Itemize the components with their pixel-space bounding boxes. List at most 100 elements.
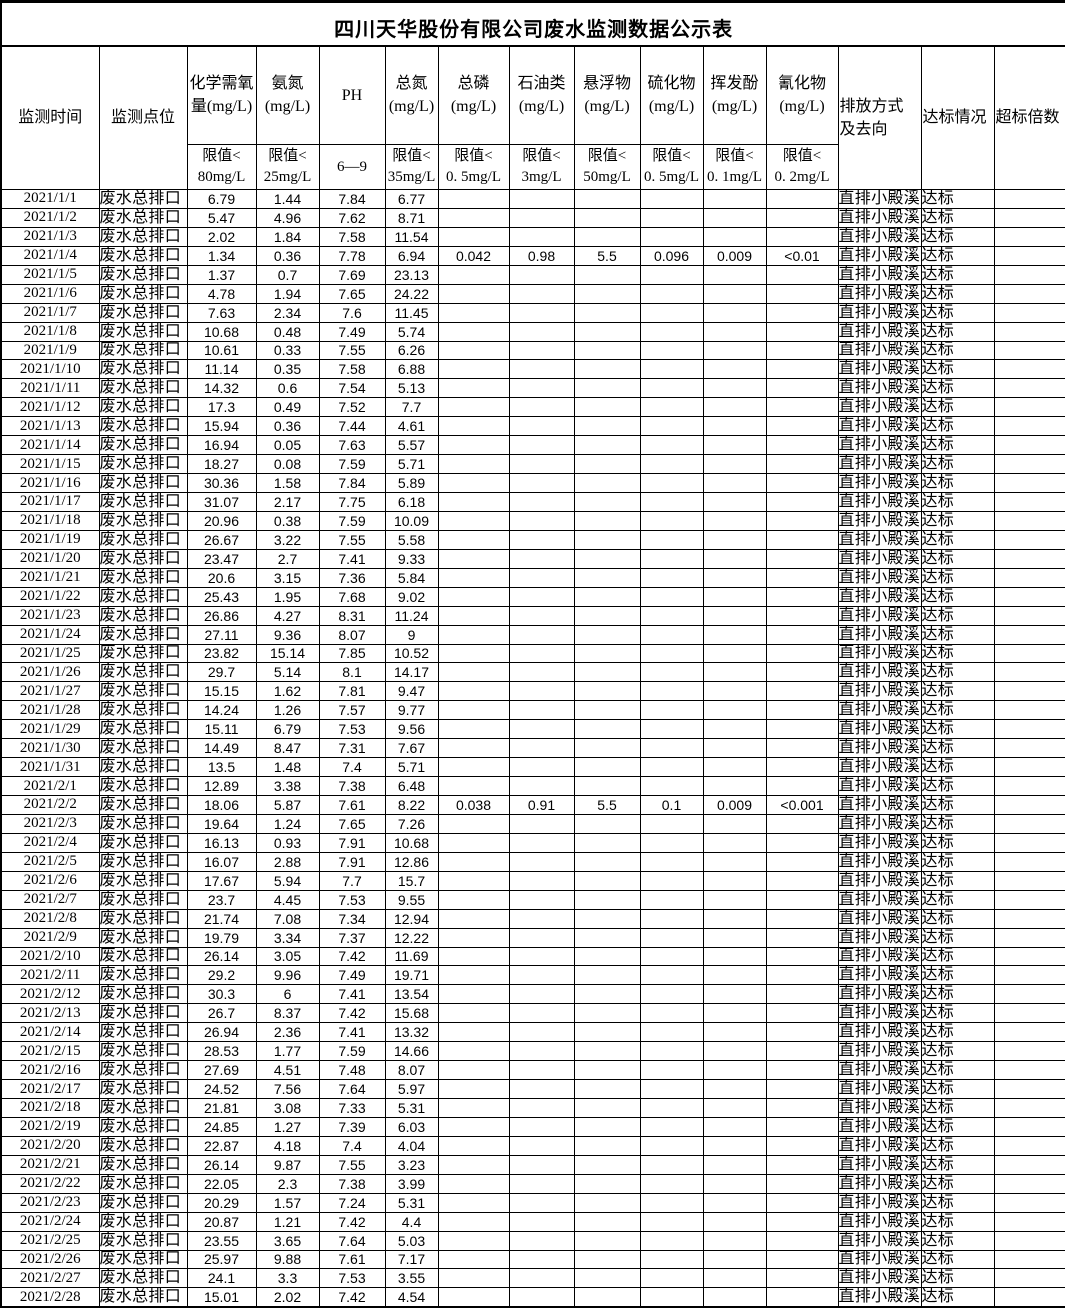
sulfide-value-cell bbox=[639, 586, 704, 607]
table-row: 2021/2/8 废水总排口 21.74 7.08 7.34 12.94 直排小殿溪 达标 bbox=[0, 908, 1065, 929]
total-nitrogen-value-cell: 6.03 bbox=[384, 1116, 439, 1137]
table-row: 2021/2/6 废水总排口 17.67 5.94 7.7 15.7 直排小殿溪 达标 bbox=[0, 870, 1065, 891]
petroleum-value-cell bbox=[508, 927, 575, 948]
suspended-solids-value-cell bbox=[573, 1135, 641, 1156]
compliance-status-cell: 达标 bbox=[920, 757, 995, 778]
table-row: 2021/1/25 废水总排口 23.82 15.14 7.85 10.52 直排小殿溪 达标 bbox=[0, 643, 1065, 664]
exceed-multiple-cell bbox=[993, 795, 1065, 815]
ammonia-value-cell: 0.38 bbox=[255, 510, 320, 531]
monitor-date-cell: 2021/1/19 bbox=[0, 529, 100, 550]
discharge-mode-cell: 直排小殿溪 bbox=[837, 700, 922, 721]
volatile-phenol-value-cell bbox=[702, 1230, 767, 1251]
ammonia-value-cell: 3.34 bbox=[255, 927, 320, 948]
exceed-multiple-cell bbox=[993, 492, 1065, 512]
ammonia-value-cell: 6 bbox=[255, 984, 320, 1005]
total-nitrogen-value-cell: 11.45 bbox=[384, 302, 439, 323]
table-row: 2021/1/26 废水总排口 29.7 5.14 8.1 14.17 直排小殿溪 达标 bbox=[0, 662, 1065, 683]
limit-sulfide: 限值< 0. 5mg/L bbox=[639, 144, 704, 190]
volatile-phenol-value-cell bbox=[702, 416, 767, 437]
volatile-phenol-value-cell bbox=[702, 397, 767, 418]
sulfide-value-cell bbox=[639, 757, 704, 778]
compliance-status-cell: 达标 bbox=[920, 1060, 995, 1081]
compliance-status-cell: 达标 bbox=[920, 946, 995, 967]
ph-value-cell: 7.91 bbox=[318, 832, 386, 853]
monitor-date-cell: 2021/1/10 bbox=[0, 359, 100, 380]
volatile-phenol-value-cell bbox=[702, 1003, 767, 1024]
volatile-phenol-value-cell bbox=[702, 1268, 767, 1289]
volatile-phenol-value-cell bbox=[702, 946, 767, 967]
suspended-solids-value-cell bbox=[573, 510, 641, 531]
suspended-solids-value-cell bbox=[573, 851, 641, 872]
cod-value-cell: 5.47 bbox=[186, 207, 257, 228]
cyanide-value-cell bbox=[765, 548, 839, 569]
exceed-multiple-cell bbox=[993, 1211, 1065, 1232]
cod-value-cell: 20.87 bbox=[186, 1211, 257, 1232]
ammonia-value-cell: 1.94 bbox=[255, 283, 320, 304]
cyanide-value-cell bbox=[765, 776, 839, 796]
limit-cod: 限值< 80mg/L bbox=[186, 144, 257, 190]
compliance-status-cell: 达标 bbox=[920, 965, 995, 986]
discharge-mode-cell: 直排小殿溪 bbox=[837, 586, 922, 607]
volatile-phenol-value-cell bbox=[702, 757, 767, 778]
col-header-petroleum: 石油类 (mg/L) bbox=[508, 45, 575, 145]
petroleum-value-cell bbox=[508, 510, 575, 531]
exceed-multiple-cell bbox=[993, 927, 1065, 948]
discharge-mode-cell: 直排小殿溪 bbox=[837, 851, 922, 872]
table-row: 2021/2/25 废水总排口 23.55 3.65 7.64 5.03 直排小殿溪 达标 bbox=[0, 1230, 1065, 1251]
compliance-status-cell: 达标 bbox=[920, 283, 995, 304]
total-phosphorus-value-cell bbox=[437, 529, 510, 550]
total-phosphorus-value-cell bbox=[437, 1135, 510, 1156]
ammonia-value-cell: 0.36 bbox=[255, 245, 320, 266]
cyanide-value-cell bbox=[765, 624, 839, 645]
exceed-multiple-cell bbox=[993, 245, 1065, 266]
petroleum-value-cell bbox=[508, 207, 575, 228]
cyanide-value-cell bbox=[765, 416, 839, 437]
cod-value-cell: 24.52 bbox=[186, 1079, 257, 1099]
petroleum-value-cell bbox=[508, 832, 575, 853]
discharge-mode-cell: 直排小殿溪 bbox=[837, 1287, 922, 1308]
exceed-multiple-cell bbox=[993, 1287, 1065, 1308]
cyanide-value-cell bbox=[765, 1041, 839, 1062]
discharge-mode-cell: 直排小殿溪 bbox=[837, 359, 922, 380]
cyanide-value-cell bbox=[765, 719, 839, 740]
sulfide-value-cell bbox=[639, 927, 704, 948]
ammonia-value-cell: 0.05 bbox=[255, 435, 320, 456]
monitor-point-cell: 废水总排口 bbox=[98, 889, 188, 910]
total-phosphorus-value-cell bbox=[437, 1041, 510, 1062]
suspended-solids-value-cell bbox=[573, 359, 641, 380]
monitor-point-cell: 废水总排口 bbox=[98, 1022, 188, 1043]
monitor-date-cell: 2021/1/25 bbox=[0, 643, 100, 664]
total-phosphorus-value-cell bbox=[437, 738, 510, 759]
monitor-point-cell: 废水总排口 bbox=[98, 1060, 188, 1081]
total-phosphorus-value-cell bbox=[437, 302, 510, 323]
suspended-solids-value-cell bbox=[573, 927, 641, 948]
cyanide-value-cell bbox=[765, 908, 839, 929]
suspended-solids-value-cell bbox=[573, 416, 641, 437]
exceed-multiple-cell bbox=[993, 1154, 1065, 1175]
cyanide-value-cell bbox=[765, 662, 839, 683]
exceed-multiple-cell bbox=[993, 738, 1065, 759]
total-phosphorus-value-cell bbox=[437, 624, 510, 645]
suspended-solids-value-cell bbox=[573, 889, 641, 910]
ph-value-cell: 7.42 bbox=[318, 946, 386, 967]
cyanide-value-cell bbox=[765, 984, 839, 1005]
total-phosphorus-value-cell bbox=[437, 1003, 510, 1024]
sulfide-value-cell bbox=[639, 435, 704, 456]
cod-value-cell: 15.94 bbox=[186, 416, 257, 437]
table-row: 2021/1/4 废水总排口 1.34 0.36 7.78 6.94 0.042 0.98 5.… bbox=[0, 245, 1065, 266]
exceed-multiple-cell bbox=[993, 624, 1065, 645]
limit-total-nitrogen: 限值< 35mg/L bbox=[384, 144, 439, 190]
exceed-multiple-cell bbox=[993, 946, 1065, 967]
exceed-multiple-cell bbox=[993, 1249, 1065, 1270]
cyanide-value-cell bbox=[765, 567, 839, 588]
table-body: 2021/1/1 废水总排口 6.79 1.44 7.84 6.77 直排小殿溪 达标 2021… bbox=[0, 189, 1065, 1308]
sulfide-value-cell bbox=[639, 643, 704, 664]
monitor-point-cell: 废水总排口 bbox=[98, 1079, 188, 1099]
compliance-status-cell: 达标 bbox=[920, 1135, 995, 1156]
monitor-point-cell: 废水总排口 bbox=[98, 189, 188, 209]
suspended-solids-value-cell bbox=[573, 1003, 641, 1024]
total-phosphorus-value-cell bbox=[437, 757, 510, 778]
sulfide-value-cell bbox=[639, 454, 704, 475]
monitor-point-cell: 废水总排口 bbox=[98, 264, 188, 285]
petroleum-value-cell bbox=[508, 586, 575, 607]
